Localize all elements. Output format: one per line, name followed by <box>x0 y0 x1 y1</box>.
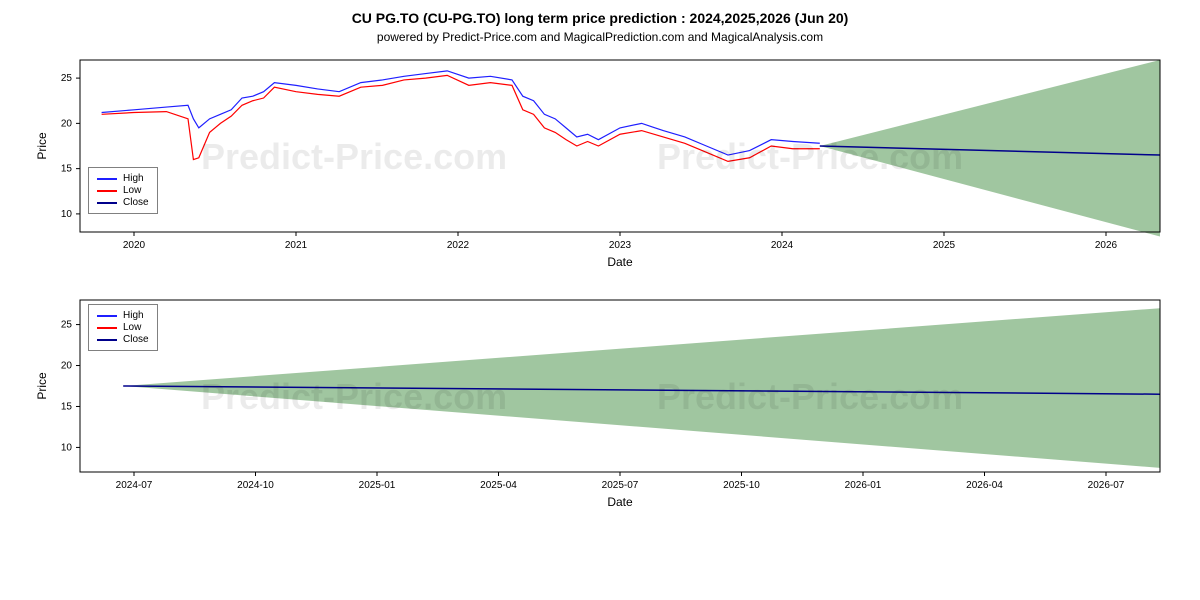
svg-text:10: 10 <box>61 442 73 453</box>
legend-label: Close <box>123 334 149 345</box>
chart2-svg: 10 15 20 25 2024-07 2024-10 2025-01 2025-04 2025… <box>30 292 1170 512</box>
svg-text:Date: Date <box>607 495 633 509</box>
svg-text:2026-04: 2026-04 <box>966 480 1003 491</box>
svg-text:2026-01: 2026-01 <box>845 480 882 491</box>
legend-label: Low <box>123 322 141 333</box>
svg-text:25: 25 <box>61 320 73 331</box>
svg-text:2025-10: 2025-10 <box>723 480 760 491</box>
svg-text:2021: 2021 <box>285 240 308 251</box>
legend-label: Close <box>123 197 149 208</box>
legend-row: Close <box>97 334 149 345</box>
chart1-legend: High Low Close <box>88 167 158 214</box>
svg-text:2025-04: 2025-04 <box>480 480 517 491</box>
legend-label: High <box>123 173 144 184</box>
svg-text:2025: 2025 <box>933 240 956 251</box>
legend-line-high <box>97 315 117 317</box>
legend-row: Low <box>97 185 149 196</box>
svg-text:15: 15 <box>61 401 73 412</box>
legend-label: High <box>123 310 144 321</box>
svg-text:2026: 2026 <box>1095 240 1118 251</box>
svg-text:20: 20 <box>61 361 73 372</box>
chart1-container: 101520252020202120222023202420252026Pric… <box>30 52 1170 272</box>
svg-text:2026-07: 2026-07 <box>1088 480 1125 491</box>
svg-text:2024-07: 2024-07 <box>116 480 153 491</box>
chart-title: CU PG.TO (CU-PG.TO) long term price pred… <box>10 10 1190 26</box>
svg-text:Price: Price <box>35 372 49 400</box>
chart2-container: 10 15 20 25 2024-07 2024-10 2025-01 2025-04 2025… <box>30 292 1170 512</box>
legend-line-low <box>97 190 117 192</box>
svg-text:2024: 2024 <box>771 240 794 251</box>
legend-row: Low <box>97 322 149 333</box>
legend-line-high <box>97 178 117 180</box>
svg-text:2020: 2020 <box>123 240 146 251</box>
svg-text:2024-10: 2024-10 <box>237 480 274 491</box>
chart1-svg: 101520252020202120222023202420252026Pric… <box>30 52 1170 272</box>
legend-line-close <box>97 339 117 341</box>
legend-line-low <box>97 327 117 329</box>
svg-text:20: 20 <box>61 118 73 129</box>
legend-row: High <box>97 173 149 184</box>
chart2-legend: High Low Close <box>88 304 158 351</box>
svg-text:Price: Price <box>35 132 49 160</box>
svg-text:2023: 2023 <box>609 240 632 251</box>
svg-text:2022: 2022 <box>447 240 470 251</box>
svg-text:Date: Date <box>607 255 633 269</box>
legend-row: High <box>97 310 149 321</box>
chart-subtitle: powered by Predict-Price.com and Magical… <box>10 30 1190 44</box>
legend-label: Low <box>123 185 141 196</box>
svg-text:15: 15 <box>61 164 73 175</box>
svg-text:2025-07: 2025-07 <box>602 480 639 491</box>
svg-text:25: 25 <box>61 73 73 84</box>
legend-row: Close <box>97 197 149 208</box>
svg-text:10: 10 <box>61 209 73 220</box>
legend-line-close <box>97 202 117 204</box>
svg-text:2025-01: 2025-01 <box>359 480 396 491</box>
